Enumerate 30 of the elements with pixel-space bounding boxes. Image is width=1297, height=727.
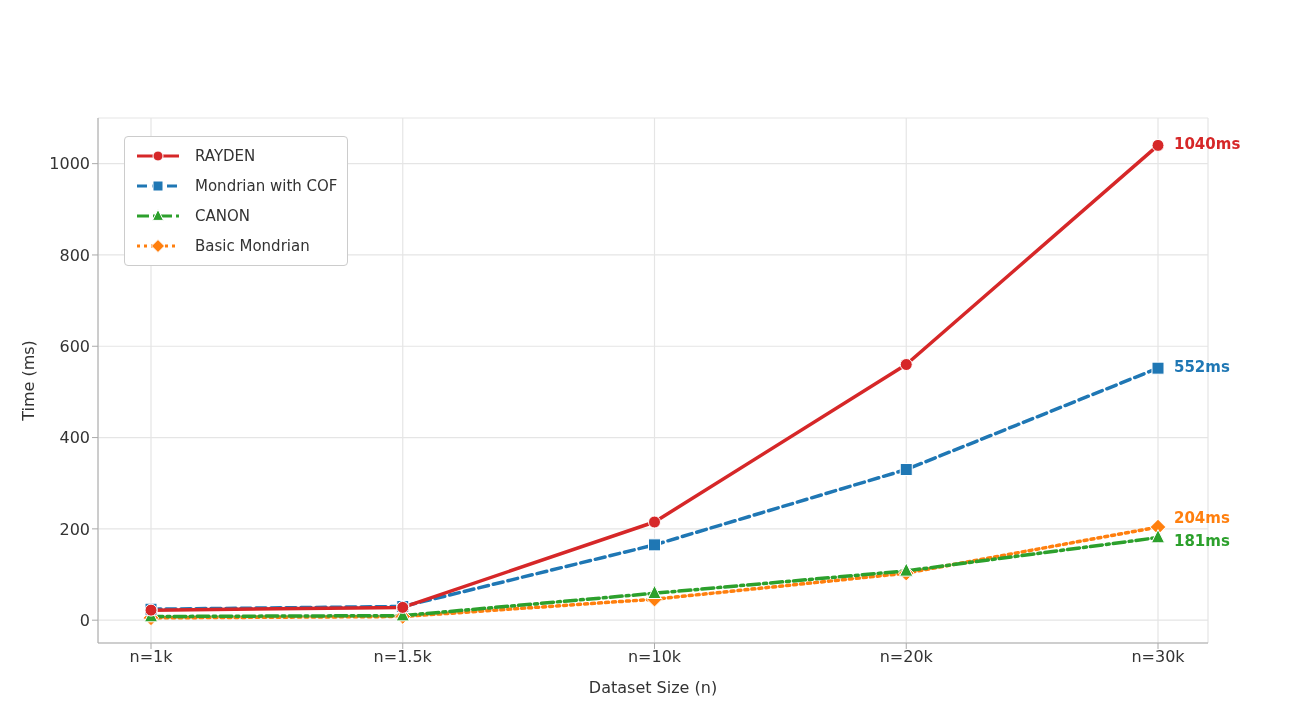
y-tick-label: 200 bbox=[59, 519, 90, 539]
point bbox=[1150, 529, 1166, 544]
point bbox=[648, 538, 661, 552]
y-tick-label: 600 bbox=[59, 336, 90, 356]
data-label: 204ms bbox=[1174, 509, 1230, 528]
x-axis-title: Dataset Size (n) bbox=[588, 678, 718, 697]
x-tick-label: n=1.5k bbox=[373, 647, 433, 667]
point bbox=[647, 584, 662, 600]
y-tick-label: 0 bbox=[79, 610, 90, 630]
legend-label: Mondrian with COF bbox=[195, 177, 338, 195]
x-tick-label: n=10k bbox=[627, 647, 682, 667]
data-label: 181ms bbox=[1174, 531, 1230, 550]
y-tick-label: 400 bbox=[59, 428, 90, 448]
x-tick-label: n=1k bbox=[129, 647, 174, 667]
x-tick-label: n=20k bbox=[879, 647, 934, 667]
data-label: 1040ms bbox=[1174, 135, 1241, 154]
point bbox=[1151, 138, 1165, 152]
y-tick-label: 1000 bbox=[49, 154, 90, 174]
y-axis-title: Time (ms) bbox=[18, 340, 38, 422]
point bbox=[899, 463, 913, 477]
x-tick-label: n=30k bbox=[1131, 647, 1186, 667]
point bbox=[899, 562, 914, 577]
point bbox=[1151, 361, 1165, 375]
legend-label: Basic Mondrian bbox=[195, 237, 310, 255]
legend-label: RAYDEN bbox=[195, 147, 256, 165]
y-tick-label: 800 bbox=[59, 245, 90, 265]
data-label: 552ms bbox=[1174, 358, 1230, 377]
point bbox=[899, 358, 913, 372]
point bbox=[648, 515, 661, 529]
legend-label: CANON bbox=[195, 207, 250, 225]
